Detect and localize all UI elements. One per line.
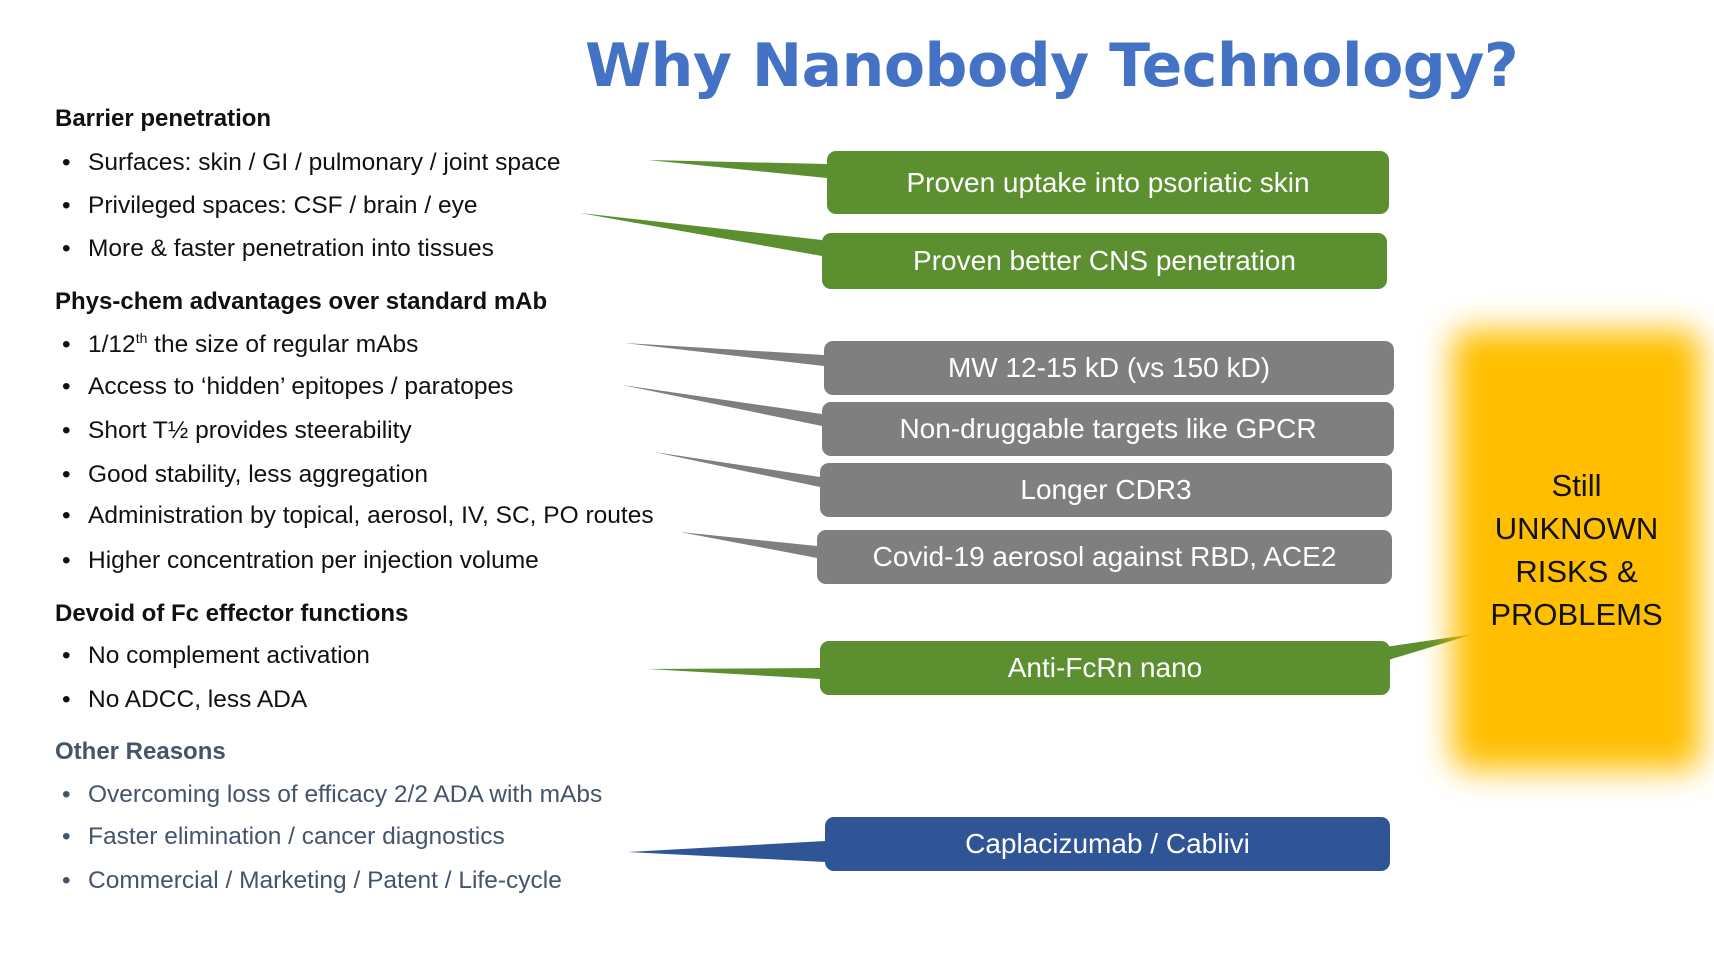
risk-line: Still [1551, 468, 1602, 503]
connector-cns [580, 213, 822, 256]
list-item: • 1/12th the size of regular mAbs [62, 330, 419, 358]
connector-psoriatic [648, 160, 827, 178]
list-item: • More & faster penetration into tissues [62, 235, 494, 262]
list-item: • Good stability, less aggregation [62, 461, 429, 488]
heading-physchem: Phys-chem advantages over standard mAb [55, 288, 548, 315]
callout-cns: Proven better CNS penetration [822, 233, 1387, 289]
heading-other: Other Reasons [55, 738, 226, 765]
list-item: • Higher concentration per injection volu… [62, 547, 539, 574]
list-item: • Access to ‘hidden’ epitopes / paratopes [62, 373, 514, 400]
heading-devoid: Devoid of Fc effector functions [55, 600, 409, 627]
connector-fcrn-left [648, 668, 820, 679]
list-item: • Commercial / Marketing / Patent / Life-… [62, 867, 562, 894]
list-item: • No ADCC, less ADA [62, 686, 308, 713]
callout-gpcr: Non-druggable targets like GPCR [822, 402, 1394, 456]
callout-mw: MW 12-15 kD (vs 150 kD) [824, 341, 1394, 395]
slide-title: Why Nanobody Technology? [585, 31, 1519, 101]
connector-fcrn-right [1385, 634, 1474, 661]
risk-box-glow [1452, 330, 1701, 770]
connector-mw [624, 343, 824, 366]
connector-gpcr [622, 385, 822, 426]
connector-cdr3 [654, 452, 820, 487]
list-item: • Privileged spaces: CSF / brain / eye [62, 192, 478, 219]
list-item: • No complement activation [62, 642, 370, 669]
connector-covid [680, 532, 817, 558]
list-item: • Overcoming loss of efficacy 2/2 ADA wit… [62, 781, 603, 808]
callout-fcrn: Anti-FcRn nano [820, 641, 1390, 695]
risk-box: Still UNKNOWN RISKS & PROBLEMS [1452, 330, 1701, 770]
callout-psoriatic: Proven uptake into psoriatic skin [827, 151, 1389, 214]
list-item: • Administration by topical, aerosol, IV,… [62, 502, 654, 529]
list-item: • Surfaces: skin / GI / pulmonary / joint… [62, 149, 561, 176]
risk-line: PROBLEMS [1490, 597, 1663, 632]
callout-caplacizumab: Caplacizumab / Cablivi [825, 817, 1390, 871]
connector-caplacizumab [628, 841, 825, 862]
callout-covid: Covid-19 aerosol against RBD, ACE2 [817, 530, 1392, 584]
list-item: • Short T½ provides steerability [62, 417, 412, 444]
callout-cdr3: Longer CDR3 [820, 463, 1392, 517]
heading-barrier: Barrier penetration [55, 105, 272, 132]
risk-line: UNKNOWN [1494, 511, 1659, 546]
risk-line: RISKS & [1515, 554, 1638, 589]
list-item: • Faster elimination / cancer diagnostics [62, 823, 505, 850]
